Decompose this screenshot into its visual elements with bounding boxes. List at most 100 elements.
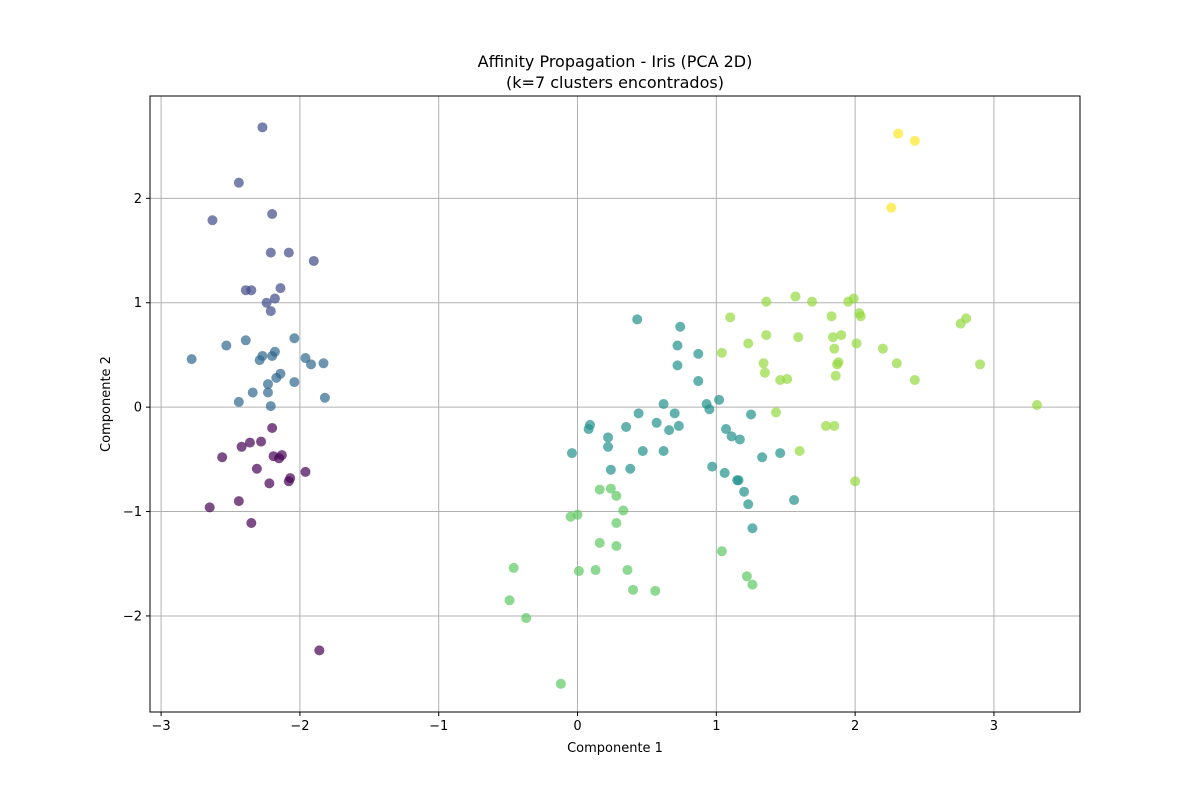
data-points <box>186 122 1042 689</box>
data-point-cluster-3 <box>673 420 684 431</box>
data-point-cluster-4 <box>741 571 752 582</box>
data-point-cluster-5 <box>826 311 837 322</box>
data-point-cluster-0 <box>217 452 228 463</box>
data-point-cluster-4 <box>508 562 519 573</box>
data-point-cluster-6 <box>909 135 920 146</box>
data-point-cluster-4 <box>622 565 633 576</box>
y-tick-label: −1 <box>123 505 142 520</box>
data-point-cluster-2 <box>319 392 330 403</box>
y-axis-label: Componente 2 <box>99 356 114 452</box>
data-point-cluster-5 <box>833 357 844 368</box>
data-point-cluster-2 <box>221 340 232 351</box>
data-point-cluster-4 <box>611 518 622 529</box>
data-point-cluster-0 <box>274 453 285 464</box>
data-point-cluster-4 <box>611 540 622 551</box>
data-point-cluster-3 <box>669 408 680 419</box>
data-point-cluster-4 <box>747 579 758 590</box>
data-point-cluster-5 <box>758 358 769 369</box>
data-point-cluster-5 <box>782 373 793 384</box>
data-point-cluster-5 <box>761 296 772 307</box>
data-point-cluster-5 <box>716 347 727 358</box>
x-tick-label: 1 <box>712 719 720 734</box>
data-point-cluster-3 <box>633 408 644 419</box>
y-tick-label: 2 <box>134 192 142 207</box>
data-point-cluster-3 <box>714 394 725 405</box>
data-point-cluster-0 <box>233 496 244 507</box>
data-point-cluster-0 <box>300 466 311 477</box>
data-point-cluster-4 <box>611 490 622 501</box>
data-point-cluster-4 <box>521 613 532 624</box>
data-point-cluster-2 <box>262 379 273 390</box>
data-point-cluster-1 <box>267 208 278 219</box>
data-point-cluster-2 <box>265 401 276 412</box>
data-point-cluster-5 <box>743 338 754 349</box>
data-point-cluster-4 <box>590 565 601 576</box>
data-point-cluster-3 <box>603 432 614 443</box>
data-point-cluster-0 <box>256 436 267 447</box>
data-point-cluster-2 <box>306 359 317 370</box>
data-point-cluster-1 <box>246 285 257 296</box>
data-point-cluster-0 <box>283 476 294 487</box>
data-point-cluster-5 <box>790 291 801 302</box>
data-point-cluster-5 <box>877 343 888 354</box>
data-point-cluster-4 <box>594 537 605 548</box>
y-tick-label: 1 <box>134 296 142 311</box>
data-point-cluster-4 <box>594 484 605 495</box>
data-point-cluster-5 <box>829 420 840 431</box>
data-point-cluster-1 <box>261 297 272 308</box>
data-point-cluster-3 <box>651 417 662 428</box>
data-point-cluster-1 <box>308 255 319 266</box>
data-point-cluster-0 <box>236 441 247 452</box>
data-point-cluster-2 <box>267 350 278 361</box>
data-point-cluster-5 <box>848 293 859 304</box>
data-point-cluster-5 <box>1031 400 1042 411</box>
data-point-cluster-6 <box>893 128 904 139</box>
data-point-cluster-0 <box>204 502 215 513</box>
data-point-cluster-3 <box>658 399 669 409</box>
data-point-cluster-5 <box>725 312 736 323</box>
data-point-cluster-5 <box>759 367 770 378</box>
data-point-cluster-5 <box>771 407 782 418</box>
data-point-cluster-1 <box>275 283 286 294</box>
x-tick-label: −3 <box>152 719 171 734</box>
x-tick-label: 2 <box>851 719 859 734</box>
data-point-cluster-0 <box>244 437 255 448</box>
data-point-cluster-5 <box>794 445 805 456</box>
data-point-cluster-5 <box>827 332 838 343</box>
data-point-cluster-2 <box>240 335 251 346</box>
data-point-cluster-3 <box>658 445 669 456</box>
data-point-cluster-0 <box>314 645 325 656</box>
data-point-cluster-5 <box>855 311 866 322</box>
data-point-cluster-1 <box>265 306 276 317</box>
data-point-cluster-2 <box>262 387 273 398</box>
data-point-cluster-2 <box>318 358 329 369</box>
data-point-cluster-3 <box>605 464 616 475</box>
x-tick-label: −2 <box>290 719 309 734</box>
data-point-cluster-4 <box>555 678 566 689</box>
data-point-cluster-5 <box>909 374 920 385</box>
data-point-cluster-3 <box>566 448 577 459</box>
data-point-cluster-3 <box>746 409 757 420</box>
data-point-cluster-3 <box>603 441 614 452</box>
data-point-cluster-6 <box>886 202 897 213</box>
data-point-cluster-3 <box>757 452 768 463</box>
data-point-cluster-3 <box>733 475 744 486</box>
data-point-cluster-3 <box>775 448 786 459</box>
data-point-cluster-2 <box>247 387 258 398</box>
data-point-cluster-5 <box>851 338 862 349</box>
data-point-cluster-3 <box>693 348 704 359</box>
x-tick-label: 3 <box>990 719 998 734</box>
x-axis-label: Componente 1 <box>567 741 663 756</box>
data-point-cluster-4 <box>605 483 616 494</box>
data-point-cluster-5 <box>829 343 840 354</box>
data-point-cluster-3 <box>704 404 715 415</box>
data-point-cluster-3 <box>675 321 686 332</box>
chart-title: Affinity Propagation - Iris (PCA 2D) <box>478 52 753 71</box>
data-point-cluster-5 <box>807 296 818 307</box>
data-point-cluster-4 <box>572 509 583 520</box>
chart-subtitle: (k=7 clusters encontrados) <box>506 73 724 92</box>
data-point-cluster-0 <box>251 463 262 474</box>
data-point-cluster-5 <box>891 358 902 369</box>
data-point-cluster-4 <box>573 566 584 577</box>
